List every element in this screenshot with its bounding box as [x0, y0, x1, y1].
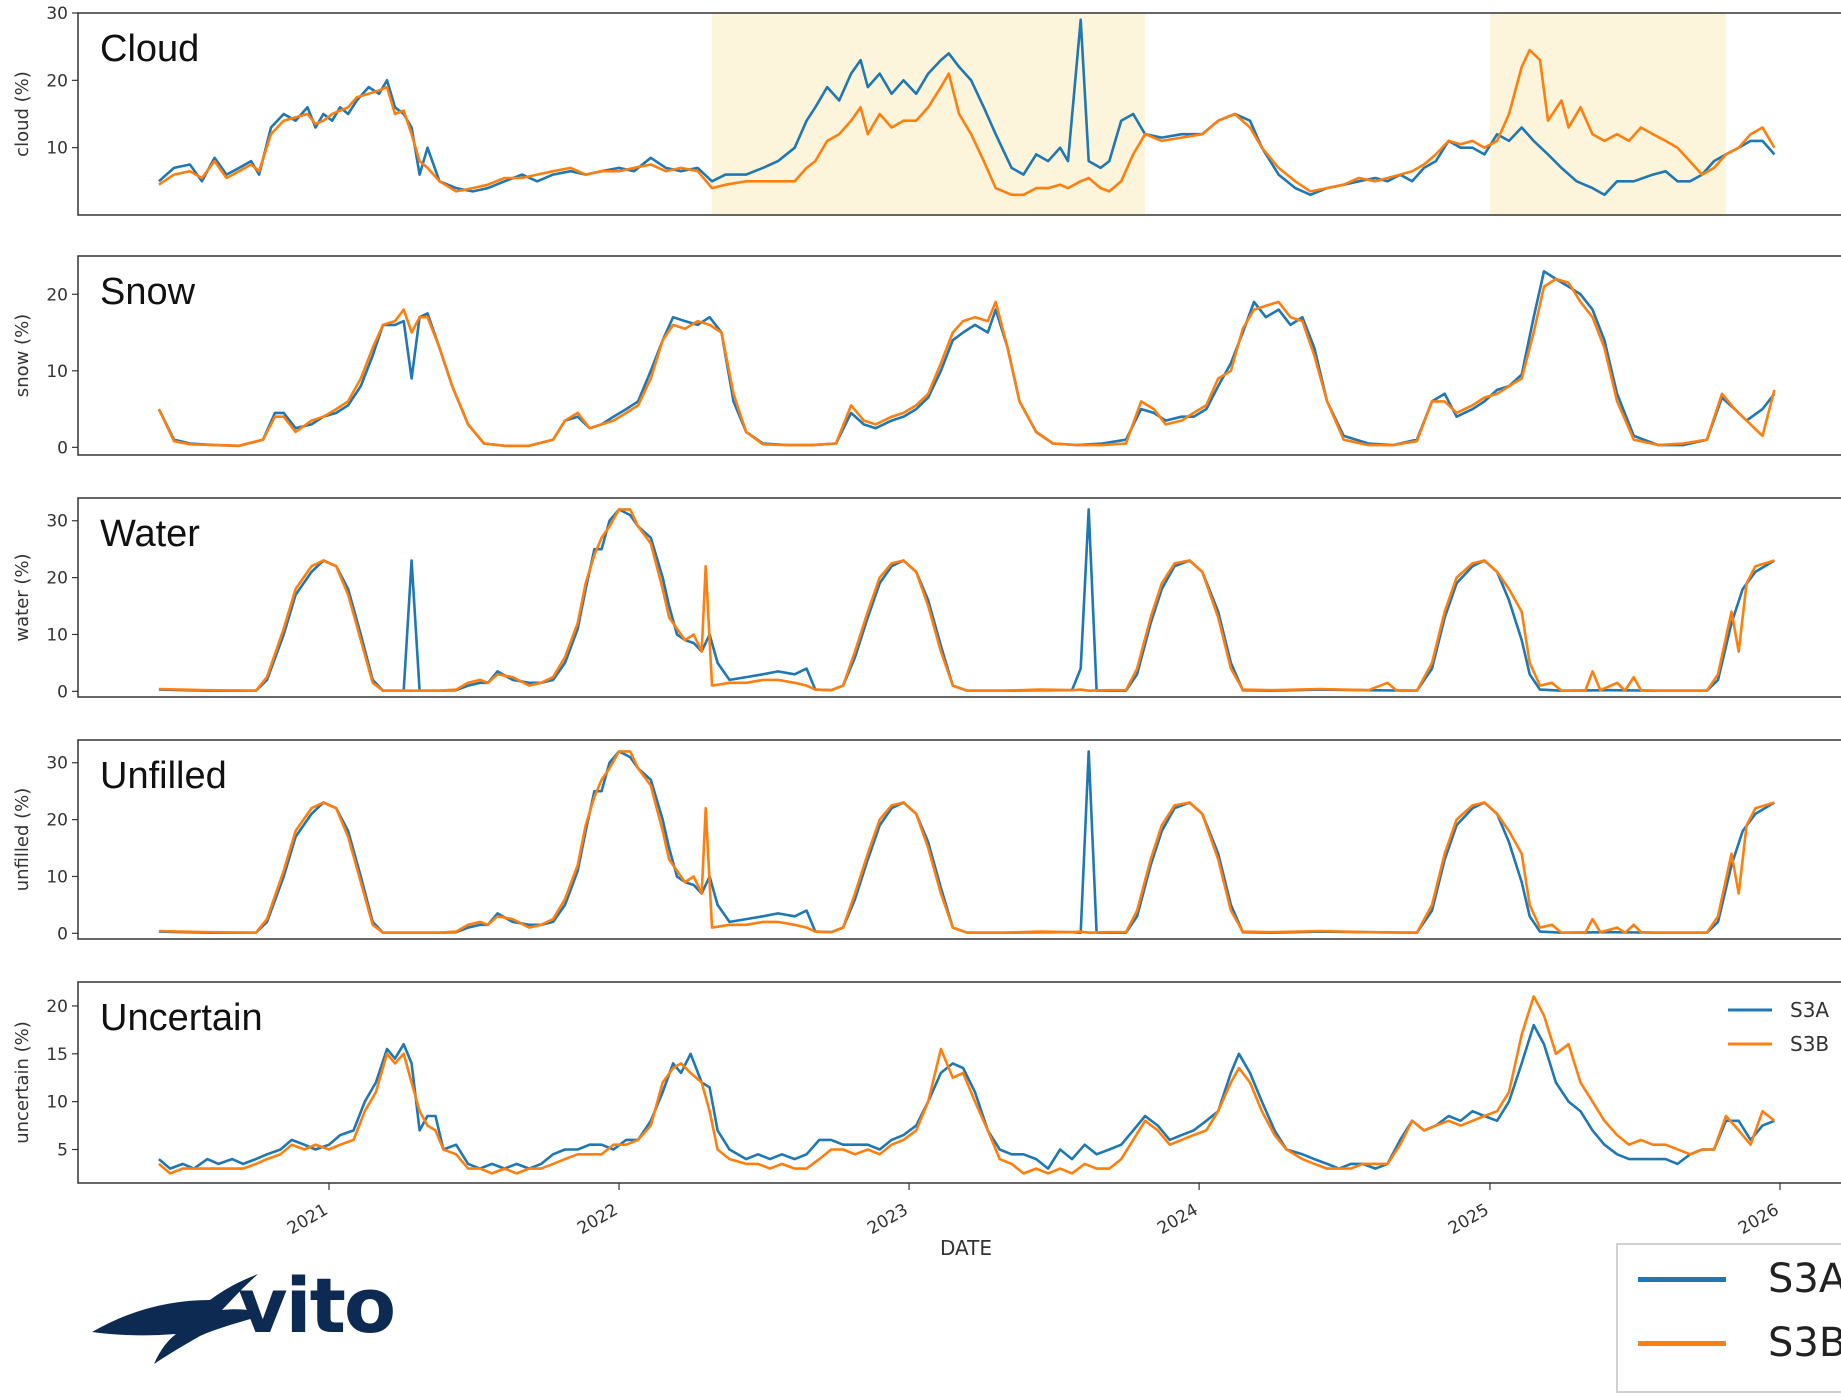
panel-water: 0 10 20 30 water (%) Water	[12, 497, 1841, 702]
chart-panels: 10 20 30 cloud (%) Cloud 0 10 20 snow (%) Snow 0 10…	[12, 4, 1841, 1184]
y-tick-label: 0	[57, 682, 68, 702]
x-tick-label: 2024	[1154, 1200, 1201, 1239]
panel-title: Unfilled	[100, 755, 227, 797]
series-s3b-line	[158, 995, 1776, 1175]
series-s3a-line	[158, 1023, 1775, 1170]
x-tick-label: 2026	[1735, 1200, 1782, 1239]
y-tick-label: 10	[46, 362, 68, 382]
panel-frame	[77, 981, 1841, 1184]
panel-title: Water	[100, 513, 200, 555]
vito-logo-icon	[92, 1274, 265, 1364]
series-s3b-line	[158, 508, 1775, 692]
panel-frame	[77, 12, 1841, 216]
y-tick-label: 10	[46, 1093, 68, 1113]
y-tick-label: 20	[46, 811, 68, 831]
legend-large-entry-s3a: S3A	[1632, 1259, 1841, 1299]
vito-logo-text: vito	[238, 1261, 396, 1350]
series-s3a-line	[158, 508, 1776, 692]
series-s3b-line	[158, 48, 1776, 197]
legend-large-s3a-label: S3A	[1768, 1256, 1841, 1302]
x-tick-label: 2021	[284, 1200, 331, 1239]
panel-frame	[77, 255, 1841, 456]
x-tick-label: 2022	[574, 1200, 621, 1239]
y-tick-label: 0	[57, 924, 68, 944]
panel-title: Uncertain	[100, 997, 263, 1039]
y-tick-label: 30	[46, 754, 68, 774]
panel-title: Cloud	[100, 28, 199, 70]
x-axis-label: DATE	[940, 1236, 992, 1260]
panel-title: Snow	[100, 271, 196, 313]
legend-large-s3a-swatch	[1638, 1277, 1726, 1282]
y-tick-label: 15	[46, 1045, 68, 1065]
x-tick-label: 2023	[864, 1200, 911, 1239]
y-tick-label: 20	[46, 285, 68, 305]
legend-large-s3b-label: S3B	[1768, 1320, 1841, 1366]
panel-snow: 0 10 20 snow (%) Snow	[12, 255, 1841, 458]
highlight-range-1	[1489, 13, 1726, 215]
legend-large-entry-s3b: S3B	[1632, 1323, 1841, 1363]
series-s3b-line	[157, 277, 1776, 448]
x-axis: 2021 2022 2023 2024 2025 2026 DATE	[284, 1183, 1783, 1260]
legend-label-s3b: S3B	[1790, 1032, 1829, 1056]
y-tick-label: 0	[57, 438, 68, 458]
y-axis-label: cloud (%)	[12, 71, 33, 157]
legend-large-s3b-swatch	[1638, 1341, 1726, 1346]
legend-large: S3A S3B	[1616, 1243, 1841, 1393]
panel-unfilled: 0 10 20 30 unfilled (%) Unfilled	[12, 739, 1841, 944]
y-tick-label: 10	[46, 867, 68, 887]
highlight-range-0	[712, 13, 1146, 215]
series-s3a-line	[158, 750, 1776, 934]
series-s3a-line	[157, 270, 1776, 448]
legend-label-s3a: S3A	[1790, 998, 1829, 1022]
y-tick-label: 20	[46, 71, 68, 91]
x-tick-label: 2025	[1445, 1200, 1492, 1239]
y-tick-label: 20	[46, 569, 68, 589]
y-tick-label: 10	[46, 139, 68, 159]
y-tick-label: 30	[46, 4, 68, 24]
y-tick-label: 10	[46, 625, 68, 645]
y-axis-label: uncertain (%)	[12, 1021, 33, 1144]
vito-logo	[90, 1270, 410, 1370]
y-tick-label: 30	[46, 512, 68, 532]
panel-frame	[77, 739, 1841, 940]
series-s3b-line	[158, 750, 1775, 934]
y-tick-label: 20	[46, 997, 68, 1017]
panel-frame	[77, 497, 1841, 698]
y-tick-label: 5	[57, 1141, 68, 1161]
y-axis-label: water (%)	[12, 553, 33, 641]
panel-cloud: 10 20 30 cloud (%) Cloud	[12, 4, 1841, 216]
y-axis-label: snow (%)	[12, 314, 33, 397]
y-axis-label: unfilled (%)	[12, 788, 33, 892]
